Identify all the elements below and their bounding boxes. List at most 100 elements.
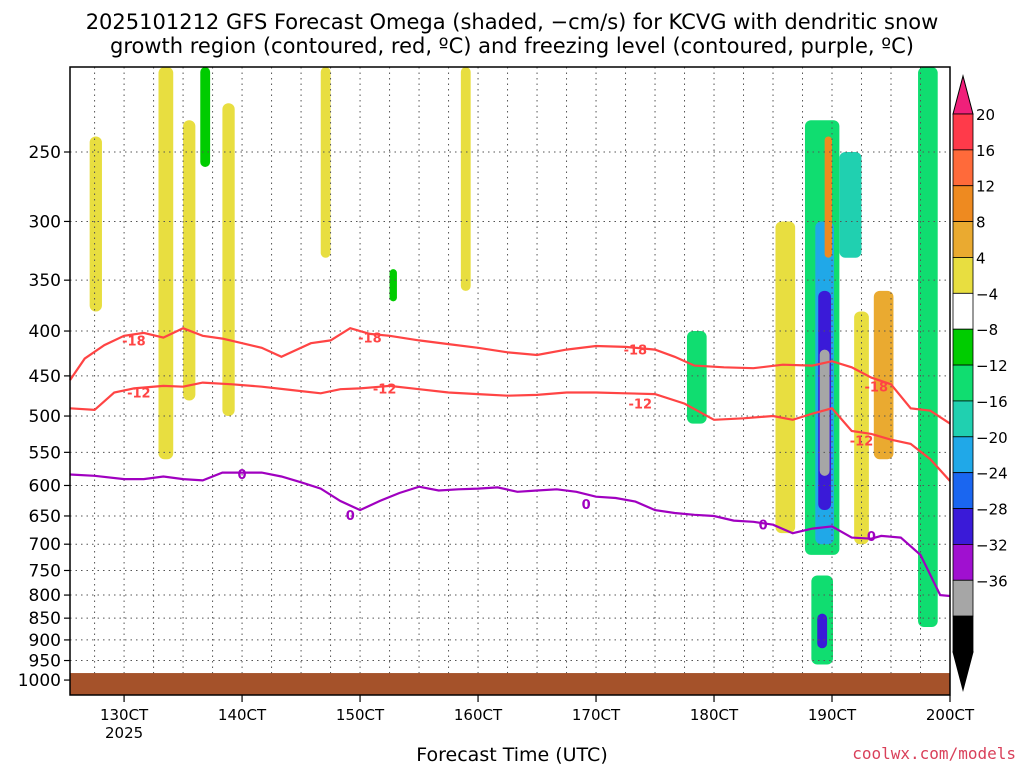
contours: -18 -18 -18 -18 -12 -12 -12 -12 0 0 0 0 0 (69, 327, 951, 598)
colorbar-label-3: 8 (976, 214, 986, 232)
dgz-minus18-label-2: -18 (624, 344, 648, 359)
y-tick-label-650: 650 (29, 507, 61, 527)
sink-streak-148ct (320, 67, 331, 258)
lift-cell-180ct (686, 331, 707, 424)
x-tick-label-200CT: 200CT (926, 706, 975, 724)
x-tick-label-160CT: 160CT (454, 706, 503, 724)
plot-frame (69, 66, 951, 696)
colorbar-swatch-12 (952, 544, 974, 581)
x-tick-label-180CT: 180CT (690, 706, 739, 724)
y-tick-label-900: 900 (29, 631, 61, 651)
colorbar-label-8: −16 (976, 393, 1008, 411)
colorbar-label-2: 12 (976, 178, 995, 196)
strong-lift-cell-190ct (819, 349, 830, 476)
dgz-minus12-label-0: -12 (127, 386, 151, 401)
colorbar-label-6: −8 (976, 321, 998, 339)
y-tick-label-1000: 1000 (18, 671, 61, 691)
sink-streak-158ct (460, 67, 471, 291)
y-tick-label-250: 250 (29, 143, 61, 163)
dgz-minus12-label-2: -12 (629, 398, 653, 413)
colorbar-swatch-0 (952, 113, 974, 151)
colorbar-swatch-8 (952, 400, 974, 438)
colorbar-swatch-1 (952, 149, 974, 187)
y-axis: 2503003504004505005506006507007508008509… (18, 143, 70, 691)
colorbar-swatch-14 (952, 615, 974, 653)
colorbar-swatch-10 (952, 472, 974, 509)
chart-title-line-1: 2025101212 GFS Forecast Omega (shaded, −… (85, 10, 939, 34)
surface-terrain (70, 673, 950, 695)
x-tick-label-170CT: 170CT (572, 706, 621, 724)
sink-cell-185ct (775, 221, 796, 534)
surface-fill (70, 673, 950, 695)
credit-text: coolwx.com/models (852, 744, 1016, 763)
colorbar-label-12: −32 (976, 536, 1008, 554)
dgz-minus18-line (69, 327, 951, 425)
sink-cell-190ct-upper (824, 136, 833, 258)
colorbar-label-9: −20 (976, 429, 1008, 447)
colorbar-label-11: −28 (976, 501, 1008, 519)
dgz-minus12-line (69, 381, 951, 482)
lift-streak-153ct (389, 269, 397, 302)
x-tick-label-150CT: 150CT (336, 706, 385, 724)
x-tick-label-130CT: 130CT (100, 706, 149, 724)
x-tick-label-190CT: 190CT (808, 706, 857, 724)
x-tick-label-140CT: 140CT (218, 706, 267, 724)
y-tick-label-350: 350 (29, 271, 61, 291)
dgz-minus12-label-1: -12 (373, 382, 397, 397)
freezing-level-0-label-1: 0 (346, 509, 355, 524)
y-tick-label-600: 600 (29, 476, 61, 496)
freezing-level-0-label-0: 0 (238, 468, 247, 483)
colorbar-label-10: −24 (976, 465, 1008, 483)
colorbar-swatch-13 (952, 579, 974, 617)
colorbar-label-5: −4 (976, 285, 998, 303)
colorbar-swatch-4 (952, 257, 974, 294)
colorbar-swatch-11 (952, 508, 974, 545)
low-lift-cell-190ct (817, 613, 828, 649)
sink-streak-129ct (89, 136, 102, 312)
sink-streak-137ct (183, 120, 196, 401)
colorbar-label-7: −12 (976, 357, 1008, 375)
dgz-minus12-label-3: -12 (850, 434, 874, 449)
lift-streak-137ct (200, 67, 211, 167)
sink-streak-140ct (222, 103, 235, 417)
sink-cell-196ct (873, 290, 894, 460)
sink-cell-193ct (854, 311, 869, 545)
y-tick-label-950: 950 (29, 652, 61, 672)
colorbar-swatch-5 (952, 292, 974, 330)
colorbar-label-4: 4 (976, 249, 986, 267)
lift-cell-195ct (839, 151, 862, 258)
colorbar-swatch-3 (952, 221, 974, 258)
colorbar-label-0: 20 (976, 106, 995, 124)
x-axis-label: Forecast Time (UTC) (416, 744, 608, 766)
colorbar-label-1: 16 (976, 142, 995, 160)
y-tick-label-700: 700 (29, 535, 61, 555)
y-tick-label-450: 450 (29, 367, 61, 387)
lift-cell-198ct (918, 67, 938, 628)
chart-title-line-2: growth region (contoured, red, ºC) and f… (110, 34, 914, 58)
x-tick-sublabel-130CT: 2025 (105, 724, 143, 742)
sink-streak-135ct (158, 67, 174, 460)
plot-area (70, 67, 950, 695)
colorbar: 20 16 12 8 4 −4 −8 −12 −16 −20 −24 −28 −32 −36 (952, 74, 1008, 692)
colorbar-swatch-6 (952, 328, 974, 366)
colorbar-label-13: −36 (976, 572, 1008, 590)
omega-shading (89, 67, 938, 665)
colorbar-swatch-7 (952, 364, 974, 402)
y-tick-label-850: 850 (29, 609, 61, 629)
gridlines (70, 67, 950, 695)
dgz-minus18-label-0: -18 (122, 334, 146, 349)
colorbar-swatch-9 (952, 436, 974, 474)
y-tick-label-300: 300 (29, 212, 61, 232)
freezing-level-0-label-3: 0 (759, 519, 768, 534)
colorbar-swatch-2 (952, 185, 974, 223)
dgz-minus18-label-3: -18 (865, 381, 889, 396)
colorbar-top-arrow (952, 74, 974, 115)
y-tick-label-400: 400 (29, 322, 61, 342)
colorbar-bottom-arrow (952, 651, 974, 692)
y-tick-label-750: 750 (29, 561, 61, 581)
y-tick-label-800: 800 (29, 586, 61, 606)
y-tick-label-500: 500 (29, 407, 61, 427)
freezing-level-0-line (69, 471, 951, 598)
